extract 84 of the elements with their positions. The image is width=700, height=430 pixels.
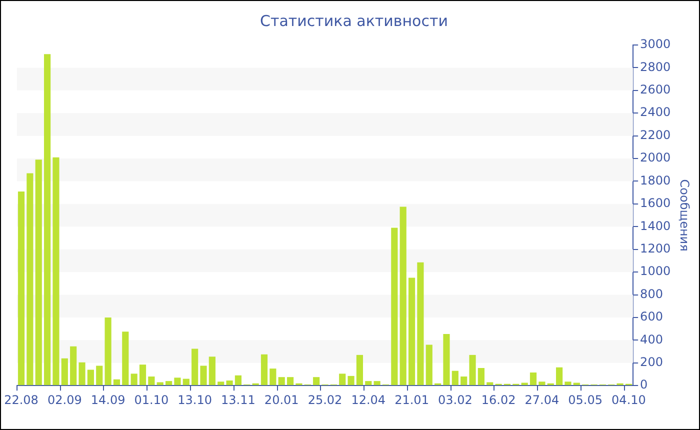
y-tick-label: 2000	[640, 150, 671, 165]
x-tick-label: 13.11	[221, 392, 256, 407]
y-tick-label: 2200	[640, 128, 671, 142]
x-tick-label: 02.09	[47, 392, 82, 407]
bar	[96, 366, 103, 386]
y-tick-label: 3000	[640, 37, 671, 52]
bar	[486, 382, 494, 386]
x-tick-label: 12.04	[351, 392, 386, 407]
bar	[182, 378, 190, 386]
x-tick-label: 20.01	[264, 392, 299, 407]
bar	[44, 54, 51, 386]
bar	[70, 346, 77, 386]
bar	[156, 382, 164, 386]
y-tick-label: 0	[640, 378, 648, 392]
x-tick-label: 14.09	[90, 392, 126, 407]
bar	[192, 348, 198, 386]
bar	[165, 381, 172, 386]
x-tick-label: 01.10	[134, 392, 169, 407]
bar	[313, 377, 320, 386]
bar	[18, 191, 25, 386]
bar	[417, 262, 424, 386]
bar	[400, 206, 406, 386]
bar	[218, 382, 224, 386]
bar	[538, 382, 546, 386]
bar	[270, 368, 276, 386]
bar	[286, 377, 294, 386]
x-tick-label: 13.10	[178, 392, 212, 407]
bar	[208, 356, 216, 386]
y-tick-label: 400	[640, 332, 663, 346]
bar	[278, 377, 285, 386]
bar	[87, 370, 94, 386]
bar	[78, 362, 86, 386]
bar	[564, 382, 572, 386]
bar	[469, 354, 476, 386]
bar	[52, 157, 60, 386]
bar	[200, 366, 207, 386]
y-tick-label: 800	[640, 286, 663, 301]
bar	[408, 278, 416, 386]
bar	[139, 364, 146, 386]
bar	[35, 160, 42, 386]
bar	[26, 173, 34, 386]
bar	[478, 368, 484, 386]
x-tick-label: 03.02	[438, 392, 472, 407]
x-tick-label: 27.04	[524, 392, 560, 407]
x-tick-label: 21.01	[394, 392, 429, 407]
bar	[174, 378, 181, 386]
bar	[339, 374, 346, 386]
bar	[234, 375, 242, 386]
bar	[104, 317, 112, 386]
bar	[452, 370, 458, 386]
bar	[122, 332, 129, 386]
bar	[556, 367, 563, 386]
x-tick-label: 16.02	[481, 392, 516, 407]
bar	[443, 334, 450, 386]
y-tick-label: 200	[640, 355, 663, 370]
bar	[260, 354, 268, 386]
y-tick-label: 600	[640, 310, 663, 324]
x-tick-label: 25.02	[308, 392, 342, 407]
y-axis-title: Сообщения	[678, 179, 692, 252]
bar	[426, 344, 432, 386]
chart-title: Статистика активности	[260, 12, 448, 30]
bar	[460, 376, 468, 386]
bar	[348, 376, 354, 386]
y-tick-label: 2600	[640, 82, 671, 97]
x-tick-label: 22.08	[4, 392, 38, 407]
bar	[365, 381, 372, 386]
bar	[113, 379, 120, 386]
y-tick-label: 1000	[640, 264, 671, 278]
x-tick-label: 05.05	[568, 392, 603, 407]
y-tick-label: 2400	[640, 105, 671, 120]
y-tick-label: 1200	[640, 241, 671, 256]
bar	[374, 381, 380, 386]
y-tick-label: 2800	[640, 60, 671, 74]
bar	[226, 380, 233, 386]
bar	[391, 228, 398, 386]
bar	[356, 354, 363, 386]
y-tick-label: 1400	[640, 218, 671, 233]
x-tick-label: 04.10	[612, 392, 646, 407]
bar	[148, 376, 155, 386]
y-tick-label: 1800	[640, 173, 671, 188]
bar	[530, 372, 537, 386]
y-tick-label: 1600	[640, 196, 671, 210]
bar	[130, 374, 138, 386]
bar	[61, 358, 68, 386]
